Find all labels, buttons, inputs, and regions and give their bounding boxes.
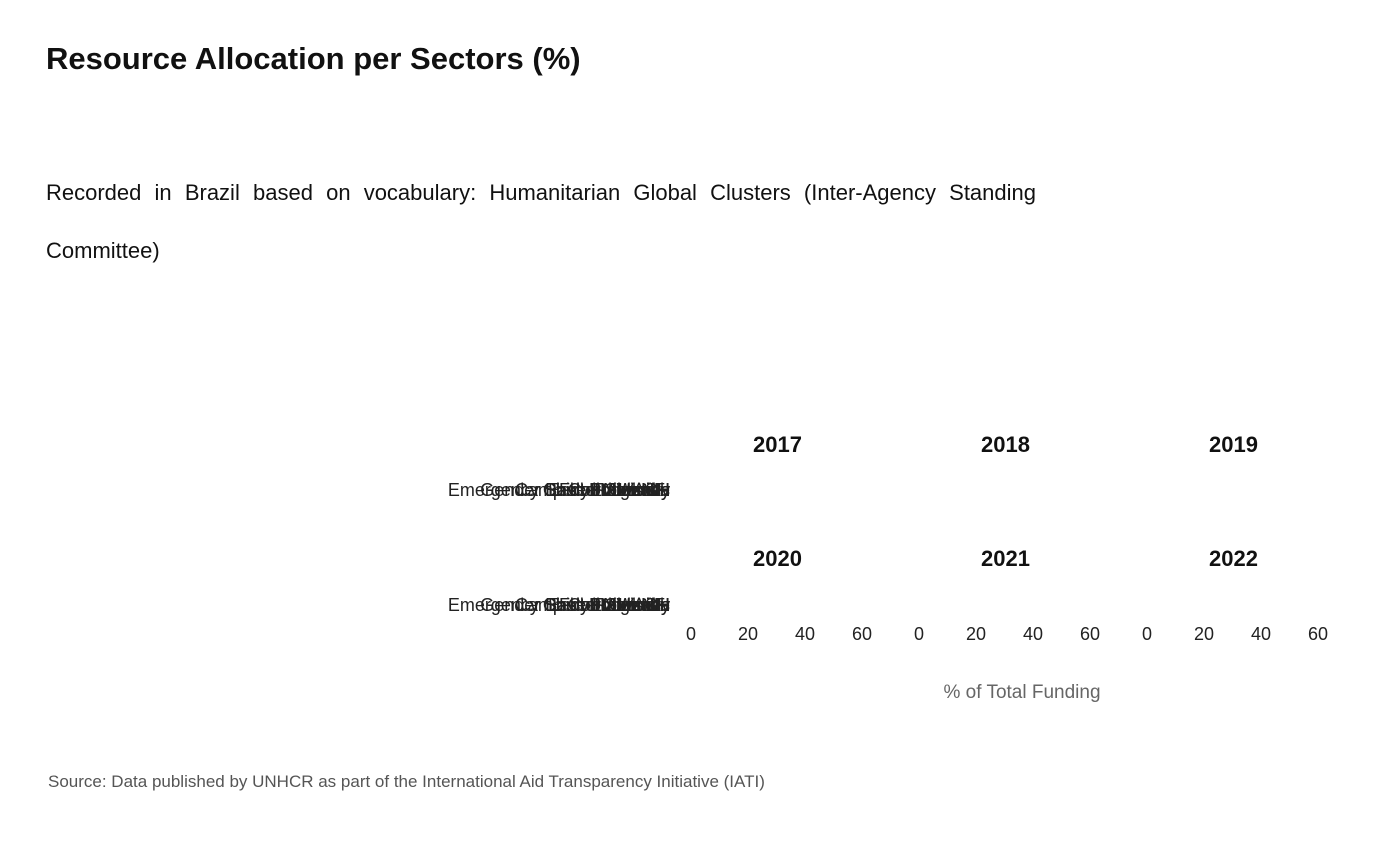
category-label: Education (590, 480, 670, 500)
category-label: Gender Based Violence (480, 595, 670, 615)
x-tick-label: 60 (1080, 624, 1100, 644)
x-tick-label: 0 (914, 624, 924, 644)
x-tick-label: 40 (795, 624, 815, 644)
x-tick-label: 60 (1308, 624, 1328, 644)
facet-title: 2019 (1209, 432, 1258, 457)
facet-panel: 2022 0 20 40 60 (1142, 546, 1328, 644)
facet-title: 2017 (753, 432, 802, 457)
category-label: Nutrition (603, 595, 670, 615)
x-tick-label: 40 (1251, 624, 1271, 644)
category-label: Early Recovery (548, 595, 670, 615)
source-note: Source: Data published by UNHCR as part … (48, 772, 765, 791)
facet-title: 2022 (1209, 546, 1258, 571)
category-label: WASH (617, 480, 670, 500)
category-label: Health (618, 595, 670, 615)
category-label: Health (618, 480, 670, 500)
facet-title: 2021 (981, 546, 1030, 571)
x-tick-label: 20 (738, 624, 758, 644)
facet-panel: 2021 0 20 40 60 (914, 546, 1100, 644)
category-label: Logistics (600, 595, 670, 615)
category-label: Child Protection (543, 595, 670, 615)
facet-title: 2020 (753, 546, 802, 571)
facet-panel: 2019 (1209, 432, 1258, 457)
x-tick-label: 20 (1194, 624, 1214, 644)
chart-subtitle: Recorded in Brazil based on vocabulary: … (46, 180, 1036, 263)
category-label: WASH (617, 595, 670, 615)
category-label: Camp Coordination (515, 595, 670, 615)
category-label: Food Security (559, 595, 670, 615)
x-tick-label: 40 (1023, 624, 1043, 644)
category-label: Emergency Shelter and NFI (448, 595, 670, 615)
category-label: Early Recovery (548, 480, 670, 500)
category-label: Food Security (559, 480, 670, 500)
category-label: Protection (589, 480, 670, 500)
category-label: Gender Based Violence (480, 480, 670, 500)
x-tick-label: 0 (686, 624, 696, 644)
category-label: Education (590, 595, 670, 615)
chart-title: Resource Allocation per Sectors (%) (46, 41, 581, 76)
x-tick-label: 20 (966, 624, 986, 644)
category-label: Logistics (600, 480, 670, 500)
facet-title: 2018 (981, 432, 1030, 457)
facet-panel: 2018 (981, 432, 1030, 457)
category-label: Nutrition (603, 480, 670, 500)
x-tick-label: 60 (852, 624, 872, 644)
category-label: Camp Coordination (515, 480, 670, 500)
category-label: Emergency Shelter and NFI (448, 480, 670, 500)
x-axis-title: % of Total Funding (943, 682, 1100, 703)
category-label: Child Protection (543, 480, 670, 500)
category-label: Protection (589, 595, 670, 615)
x-tick-label: 0 (1142, 624, 1152, 644)
